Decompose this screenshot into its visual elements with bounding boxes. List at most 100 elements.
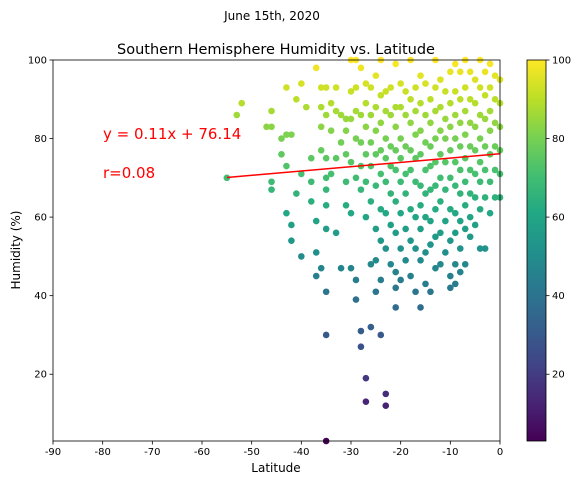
- data-point: [466, 143, 474, 150]
- data-point: [322, 288, 330, 296]
- data-point: [442, 135, 449, 142]
- data-point: [332, 154, 340, 162]
- data-point: [432, 233, 439, 241]
- data-point: [476, 135, 484, 142]
- data-point: [347, 264, 355, 272]
- colorbar-tick-label: 80: [552, 134, 565, 145]
- data-point: [412, 245, 419, 252]
- data-point: [432, 182, 439, 189]
- x-tick-label: -70: [144, 447, 160, 458]
- data-point: [427, 241, 434, 248]
- y-tick-label: 20: [34, 370, 47, 381]
- data-point: [437, 260, 444, 268]
- data-point: [412, 178, 419, 186]
- data-point: [307, 154, 315, 162]
- data-point: [417, 72, 424, 80]
- data-point: [387, 260, 395, 268]
- data-point: [223, 174, 231, 182]
- data-point: [461, 84, 469, 91]
- data-point: [352, 296, 360, 303]
- data-point: [377, 147, 385, 154]
- data-point: [437, 103, 444, 111]
- data-point: [427, 162, 434, 170]
- data-point: [312, 249, 320, 256]
- data-point: [471, 123, 479, 131]
- data-point: [491, 72, 499, 80]
- data-point: [392, 103, 400, 111]
- y-tick-label: 100: [28, 56, 47, 67]
- data-point: [298, 80, 305, 87]
- plot-frame: [52, 59, 501, 442]
- colorbar-tick-label: 100: [552, 56, 571, 67]
- data-point: [432, 107, 439, 115]
- data-point: [397, 245, 404, 252]
- data-point: [461, 260, 469, 268]
- data-point: [397, 80, 404, 87]
- data-point: [377, 92, 385, 99]
- data-point: [456, 143, 464, 150]
- data-point: [382, 402, 390, 409]
- chart-suptitle: June 15th, 2020: [223, 9, 320, 23]
- data-point: [402, 111, 409, 119]
- data-point: [447, 68, 454, 76]
- data-point: [466, 68, 474, 76]
- data-point: [437, 76, 444, 83]
- data-point: [437, 229, 444, 237]
- x-tick-label: -30: [343, 447, 359, 458]
- data-point: [481, 68, 489, 76]
- data-point: [352, 107, 360, 115]
- data-point: [486, 84, 494, 91]
- data-point: [412, 84, 419, 91]
- data-point: [412, 154, 419, 162]
- data-point: [447, 284, 454, 292]
- data-point: [466, 190, 474, 197]
- data-point: [486, 127, 494, 135]
- data-point: [392, 284, 400, 292]
- data-point: [491, 95, 499, 103]
- data-point: [322, 84, 330, 91]
- data-point: [432, 158, 439, 166]
- data-point: [432, 205, 439, 213]
- data-point: [362, 80, 370, 87]
- data-point: [392, 123, 400, 131]
- data-point: [362, 178, 370, 186]
- data-point: [442, 88, 449, 95]
- data-point: [347, 158, 355, 166]
- data-point: [357, 139, 365, 146]
- data-point: [392, 166, 400, 174]
- data-point: [442, 186, 449, 193]
- data-point: [377, 205, 385, 213]
- data-point: [317, 147, 325, 154]
- data-point: [357, 343, 365, 351]
- data-point: [352, 135, 360, 142]
- y-tick-label: 40: [34, 291, 47, 302]
- data-point: [442, 249, 449, 256]
- regression-layer: [226, 152, 501, 179]
- data-point: [322, 186, 330, 193]
- data-point: [387, 143, 395, 150]
- data-point: [437, 127, 444, 135]
- data-point: [268, 186, 275, 193]
- data-point: [337, 111, 345, 119]
- data-point: [367, 84, 375, 91]
- data-point: [407, 166, 414, 174]
- x-tick-label: -10: [442, 447, 458, 458]
- colorbar-tick-label: 40: [552, 291, 565, 302]
- data-point: [322, 174, 330, 182]
- data-point: [342, 127, 350, 135]
- data-point: [417, 182, 424, 189]
- data-point: [452, 158, 459, 166]
- data-point: [452, 280, 459, 288]
- data-point: [372, 288, 380, 296]
- data-point: [407, 147, 414, 154]
- data-point: [461, 131, 469, 138]
- x-tick-label: -80: [94, 447, 110, 458]
- data-point: [317, 84, 325, 91]
- data-point: [298, 253, 305, 260]
- data-point: [407, 119, 414, 127]
- data-point: [288, 237, 295, 244]
- data-point: [422, 139, 429, 146]
- data-point: [283, 209, 290, 217]
- data-point: [452, 60, 459, 68]
